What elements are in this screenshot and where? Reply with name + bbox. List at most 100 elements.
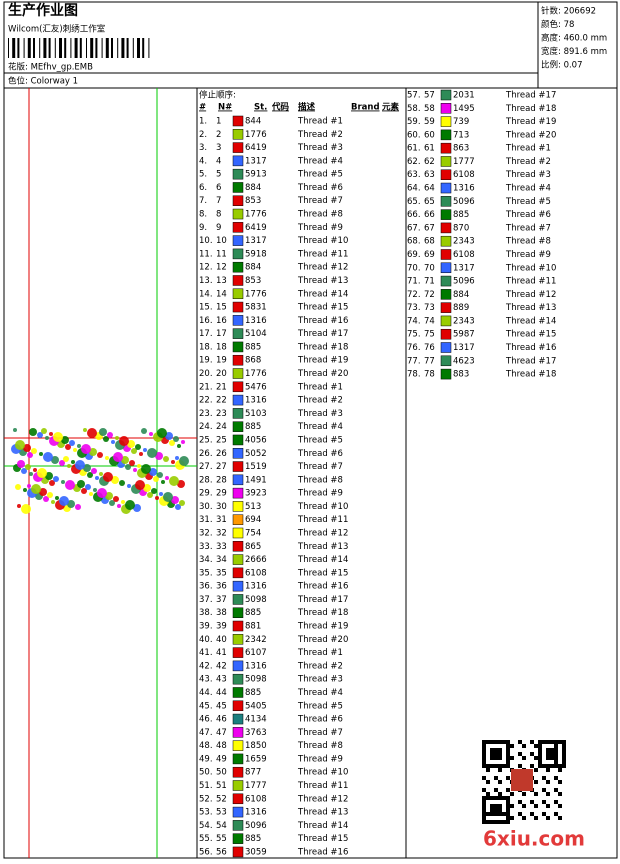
row: 20. 20 1776 Thread #20 [199, 368, 348, 379]
row: 51. 51 1777 Thread #11 [199, 780, 348, 791]
code: 1776 [245, 210, 267, 220]
color-swatch [440, 196, 452, 207]
row: 7. 7 853 Thread #7 [199, 195, 343, 206]
thread: Thread #15 [297, 568, 348, 578]
bar [137, 38, 140, 58]
code: 1777 [453, 157, 475, 167]
code: 2343 [453, 237, 475, 247]
stitch [73, 448, 77, 452]
thread: Thread #8 [297, 741, 343, 751]
code: 884 [453, 290, 469, 300]
thread: Thread #14 [297, 821, 348, 831]
color-swatch [440, 368, 452, 380]
stitch [175, 456, 179, 460]
row: 30. 30 513 Thread #10 [199, 501, 348, 512]
qr-module [498, 780, 502, 784]
qr-module [518, 740, 522, 744]
code: 739 [453, 117, 469, 127]
color-swatch [440, 182, 452, 194]
qr-module [550, 740, 554, 744]
thread: Thread #5 [297, 435, 343, 445]
needle: 4 [216, 156, 221, 166]
code: 885 [245, 342, 261, 352]
color-swatch [440, 129, 452, 141]
bar [12, 38, 16, 58]
bar [101, 38, 103, 58]
qr-module [498, 748, 502, 752]
stitch [103, 436, 109, 442]
qr-module [506, 744, 510, 748]
qr-module [486, 780, 490, 784]
qr-module [486, 820, 490, 824]
color-swatch [232, 634, 244, 645]
code: 5096 [453, 197, 475, 207]
code: 1317 [245, 156, 267, 166]
thread: Thread #13 [297, 276, 348, 286]
qr-module [482, 796, 486, 800]
qr-module [486, 812, 490, 816]
stitch [147, 448, 157, 458]
stitch [169, 440, 175, 446]
needle: 1 [216, 117, 221, 127]
stitch [51, 500, 55, 504]
row: 29. 29 3923 Thread #9 [199, 487, 343, 499]
bar [70, 38, 72, 58]
thread: Thread #18 [505, 370, 556, 380]
code: 1317 [245, 236, 267, 246]
code: 6108 [245, 568, 267, 578]
stitch [65, 444, 71, 450]
color-swatch [232, 780, 244, 791]
row: 35. 35 6108 Thread #15 [199, 567, 348, 578]
color-swatch [232, 408, 244, 419]
color-swatch [232, 155, 244, 167]
row: 37. 37 5098 Thread #17 [199, 594, 348, 605]
code: 2343 [453, 316, 475, 326]
color-swatch [232, 474, 244, 486]
qr-module [534, 804, 538, 808]
qr-module [482, 776, 486, 780]
stitch [171, 460, 175, 464]
stitch [43, 452, 53, 462]
stitch [21, 504, 31, 514]
qr-module [550, 756, 554, 760]
bar [132, 38, 134, 58]
thread: Thread #14 [505, 316, 556, 326]
seq: 77. [407, 356, 421, 366]
stitch [179, 456, 189, 466]
thread: Thread #10 [505, 263, 556, 273]
code: 4623 [453, 356, 475, 366]
code: 884 [245, 263, 261, 273]
thread: Thread #4 [297, 156, 343, 166]
seq: 64. [407, 184, 421, 194]
qr-module [502, 812, 506, 816]
needle: 52 [216, 794, 227, 804]
color-swatch [232, 394, 244, 406]
qr-module [558, 792, 562, 796]
row: 78. 78 883 Thread #18 [407, 368, 556, 380]
stitch [89, 448, 97, 456]
qr-module [546, 756, 550, 760]
bar [54, 38, 56, 58]
stitch [75, 504, 81, 510]
code: 1850 [245, 741, 267, 751]
qr-module [498, 812, 502, 816]
seq: 47. [199, 728, 213, 738]
code: 4056 [245, 435, 267, 445]
stitch [75, 460, 85, 470]
stitch [39, 488, 47, 496]
thread: Thread #3 [297, 143, 343, 153]
qr-module [518, 800, 522, 804]
stitch [33, 468, 37, 472]
needle: 29 [216, 489, 227, 499]
seq: 46. [199, 715, 213, 725]
needle: 5 [216, 170, 221, 180]
needle: 55 [216, 834, 227, 844]
needle: 14 [216, 289, 227, 299]
needle: 40 [216, 635, 227, 645]
needle: 22 [216, 396, 227, 406]
thread: Thread #6 [505, 210, 551, 220]
qr-module [494, 804, 498, 808]
stitch [181, 440, 185, 444]
seq: 48. [199, 741, 213, 751]
seq: 51. [199, 781, 213, 791]
